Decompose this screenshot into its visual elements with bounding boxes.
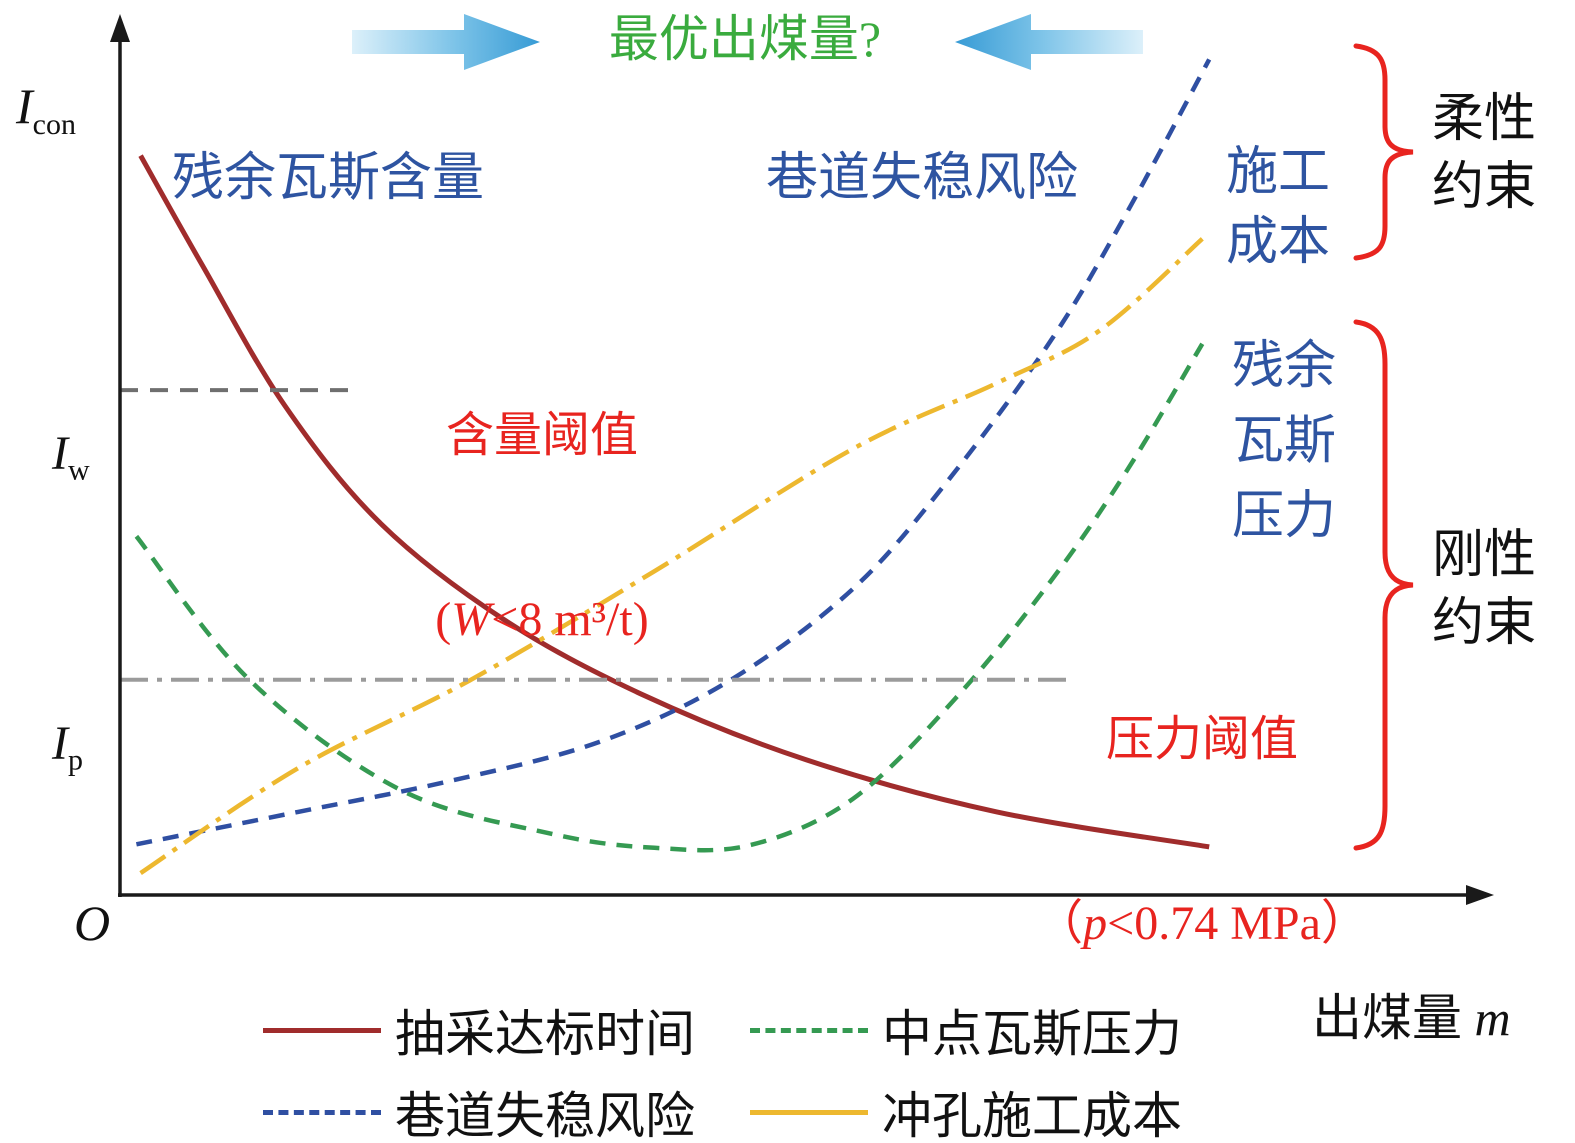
pressure-threshold-title: 压力阈值 <box>1105 713 1298 766</box>
arrow-left-icon <box>955 14 1143 70</box>
legend-marker-dashed-line-icon <box>263 1109 381 1115</box>
rigid-constraints-brace <box>1353 319 1414 851</box>
arrow-right-icon <box>352 14 540 70</box>
curves-group <box>120 58 1212 875</box>
label-flexible-constraint: 柔性 约束 <box>1432 91 1537 216</box>
y-tick-ip-base: I <box>52 717 68 770</box>
legend-item: 冲孔施工成本 <box>750 1084 1182 1143</box>
legend-label: 巷道失稳风险 <box>395 1088 695 1143</box>
y-axis-arrowhead <box>110 14 130 42</box>
legend-label: 中点瓦斯压力 <box>882 1006 1182 1062</box>
content-threshold-title: 含量阈值 <box>445 409 638 462</box>
legend: 抽采达标时间 中点瓦斯压力巷道失稳风险 冲孔施工成本 <box>263 1002 1182 1143</box>
curve-midpoint-gas-pressure <box>134 342 1205 853</box>
label-residual-gas-pressure: 残余 瓦斯 压力 <box>1232 338 1337 545</box>
x-axis-arrowhead <box>1466 885 1494 905</box>
content-threshold-formula: (W<8 m³/t) <box>435 593 649 646</box>
curve-roadway-instability-risk <box>135 58 1212 847</box>
legend-marker-solid-line-icon <box>750 1109 868 1115</box>
x-axis-label: 出煤量 m <box>1312 924 1511 1049</box>
label-construction-cost: 施工 成本 <box>1226 144 1331 272</box>
y-tick-iw: Iw <box>52 364 90 489</box>
legend-item: 巷道失稳风险 <box>263 1084 750 1143</box>
y-axis-label-sub: con <box>32 107 76 141</box>
label-pressure-threshold: 压力阈值 （p<0.74 MPa） <box>1012 650 1392 1014</box>
chart-question: 最优出煤量? <box>608 11 882 67</box>
legend-item: 中点瓦斯压力 <box>750 1002 1182 1062</box>
label-content-threshold: 含量阈值 (W<8 m³/t) <box>392 346 692 710</box>
y-axis-label-base: I <box>16 77 33 134</box>
origin-label: O <box>74 895 111 951</box>
label-roadway-instability-risk: 巷道失稳风险 <box>766 150 1079 207</box>
legend-label: 冲孔施工成本 <box>882 1088 1182 1143</box>
legend-marker-dashed-line-icon <box>750 1027 868 1033</box>
flexible-constraints-brace <box>1353 43 1414 261</box>
legend-label: 抽采达标时间 <box>395 1006 695 1062</box>
y-tick-iw-base: I <box>52 427 68 480</box>
y-tick-ip-sub: p <box>67 743 83 777</box>
y-axis-label: Icon <box>16 12 76 143</box>
y-tick-ip: Ip <box>52 654 83 779</box>
label-rigid-constraint: 刚性 约束 <box>1432 527 1537 652</box>
legend-item: 抽采达标时间 <box>263 1002 750 1062</box>
legend-marker-solid-line-icon <box>263 1027 381 1033</box>
y-tick-iw-sub: w <box>67 453 90 487</box>
x-axis-label-text: 出煤量 <box>1312 989 1462 1046</box>
curve-punching-construction-cost <box>139 237 1204 875</box>
curve-drainage-compliance-time <box>138 154 1210 850</box>
label-residual-gas-content: 残余瓦斯含量 <box>172 150 485 207</box>
x-axis-label-var: m <box>1474 989 1511 1046</box>
pressure-threshold-formula: （p<0.74 MPa） <box>1035 897 1369 950</box>
